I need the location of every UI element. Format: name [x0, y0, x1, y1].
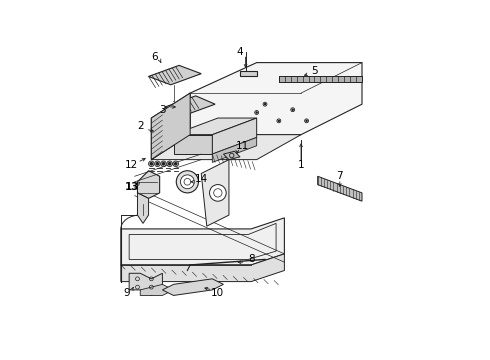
Circle shape	[156, 163, 159, 165]
Circle shape	[161, 161, 166, 167]
Polygon shape	[212, 118, 257, 154]
Circle shape	[173, 161, 178, 167]
Text: 9: 9	[123, 288, 130, 298]
Circle shape	[265, 104, 266, 105]
Circle shape	[148, 161, 154, 167]
Polygon shape	[129, 273, 162, 296]
Polygon shape	[173, 118, 257, 135]
Circle shape	[256, 112, 257, 113]
Text: 14: 14	[195, 174, 208, 184]
Circle shape	[155, 161, 160, 167]
Polygon shape	[279, 76, 362, 82]
Polygon shape	[223, 151, 240, 159]
Polygon shape	[148, 66, 201, 85]
Polygon shape	[212, 138, 257, 162]
Polygon shape	[173, 135, 212, 154]
Circle shape	[210, 185, 226, 201]
Text: 12: 12	[125, 160, 139, 170]
Polygon shape	[151, 135, 301, 159]
Circle shape	[292, 109, 293, 110]
Circle shape	[306, 120, 307, 121]
Polygon shape	[121, 254, 284, 282]
Text: 6: 6	[151, 52, 157, 62]
Text: 1: 1	[298, 160, 304, 170]
Circle shape	[167, 161, 172, 167]
Circle shape	[174, 163, 177, 165]
Text: 10: 10	[211, 288, 224, 298]
Text: 13: 13	[124, 183, 139, 192]
Circle shape	[278, 120, 279, 121]
Text: 4: 4	[237, 46, 244, 57]
Polygon shape	[121, 218, 284, 265]
Text: 8: 8	[248, 255, 254, 264]
Text: 11: 11	[236, 141, 249, 151]
Circle shape	[169, 163, 171, 165]
Polygon shape	[138, 193, 148, 223]
Polygon shape	[140, 284, 173, 296]
Polygon shape	[190, 63, 362, 135]
Polygon shape	[138, 171, 160, 198]
Polygon shape	[201, 159, 229, 226]
Text: 2: 2	[137, 121, 144, 131]
Circle shape	[162, 163, 165, 165]
Text: 3: 3	[159, 105, 166, 115]
Circle shape	[180, 175, 195, 189]
Polygon shape	[318, 176, 362, 201]
Polygon shape	[151, 93, 190, 159]
Text: 7: 7	[337, 171, 343, 181]
Circle shape	[150, 163, 152, 165]
Polygon shape	[162, 279, 223, 296]
Text: 5: 5	[312, 66, 318, 76]
Polygon shape	[240, 71, 257, 76]
Circle shape	[176, 171, 198, 193]
Polygon shape	[165, 96, 215, 115]
Polygon shape	[151, 93, 190, 159]
